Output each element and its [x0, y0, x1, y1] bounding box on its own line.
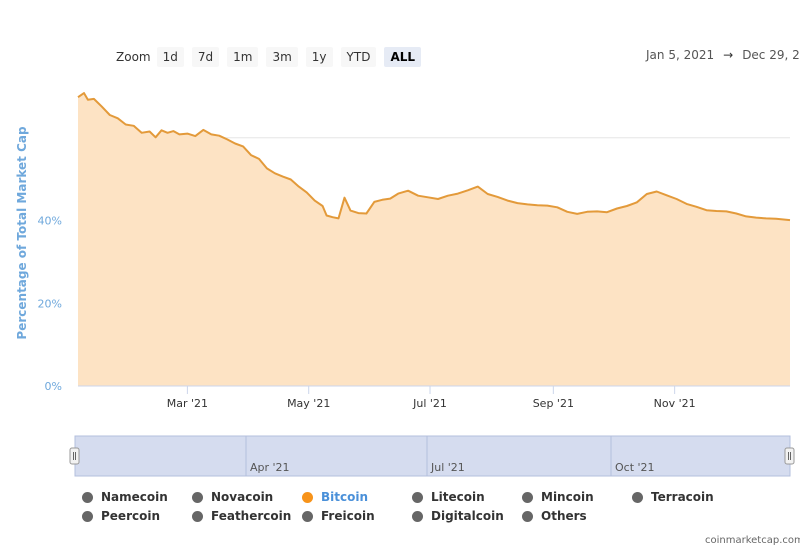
credit-link[interactable]: coinmarketcap.com	[705, 535, 800, 546]
legend-dot-icon	[192, 491, 203, 503]
zoom-label: Zoom	[116, 50, 151, 64]
legend-label: Freicoin	[321, 509, 375, 523]
navigator-tick-label: Apr '21	[250, 461, 290, 474]
x-tick-label: Jul '21	[412, 397, 447, 410]
legend-dot-icon	[302, 491, 313, 503]
legend-item-mincoin[interactable]: Mincoin	[522, 490, 594, 504]
series-line-bitcoin	[77, 92, 791, 222]
legend-label: Bitcoin	[321, 490, 369, 504]
date-range-arrow: →	[723, 48, 734, 62]
legend-label: Novacoin	[211, 490, 274, 504]
legend-item-feathercoin[interactable]: Feathercoin	[192, 509, 291, 523]
x-tick-label: Mar '21	[167, 397, 208, 410]
zoom-bar: Zoom 1d 7d 1m 3m 1y YTD ALL	[116, 46, 429, 68]
date-to-input[interactable]: Dec 29, 2	[742, 48, 800, 62]
navigator-left-handle[interactable]	[69, 447, 80, 465]
navigator[interactable]: Apr '21 Jul '21 Oct '21	[69, 435, 795, 477]
legend-label: Peercoin	[101, 509, 161, 523]
legend-dot-icon	[192, 510, 203, 522]
legend-label: Others	[541, 509, 587, 523]
legend-dot-icon	[302, 510, 313, 522]
legend-dot-icon	[412, 491, 423, 503]
area-fill	[78, 93, 790, 386]
legend-item-terracoin[interactable]: Terracoin	[632, 490, 714, 504]
legend-label: Namecoin	[101, 490, 168, 504]
legend-dot-icon	[632, 491, 643, 503]
navigator-right-handle[interactable]	[784, 447, 795, 465]
zoom-1m-button[interactable]: 1m	[227, 47, 259, 67]
y-tick-label: 0%	[45, 380, 62, 393]
zoom-all-button[interactable]: ALL	[384, 47, 422, 67]
legend-item-peercoin[interactable]: Peercoin	[82, 509, 160, 523]
date-from-input[interactable]: Jan 5, 2021	[646, 48, 715, 62]
zoom-3m-button[interactable]: 3m	[266, 47, 298, 67]
navigator-tick-label: Jul '21	[430, 461, 465, 474]
x-tick-labels: Mar '21 May '21 Jul '21 Sep '21 Nov '21	[167, 386, 696, 410]
legend-item-freicoin[interactable]: Freicoin	[302, 509, 375, 523]
x-tick-label: Sep '21	[533, 397, 574, 410]
legend-item-others[interactable]: Others	[522, 509, 587, 523]
legend-dot-icon	[82, 491, 93, 503]
navigator-tick-label: Oct '21	[615, 461, 655, 474]
y-axis-label: Percentage of Total Market Cap	[15, 126, 29, 340]
date-range: Jan 5, 2021 → Dec 29, 2	[646, 48, 800, 62]
legend-dot-icon	[82, 510, 93, 522]
legend-label: Feathercoin	[211, 509, 292, 523]
x-tick-label: May '21	[287, 397, 330, 410]
legend-item-litecoin[interactable]: Litecoin	[412, 490, 485, 504]
zoom-ytd-button[interactable]: YTD	[340, 47, 377, 67]
legend-label: Litecoin	[431, 490, 485, 504]
legend-label: Mincoin	[541, 490, 594, 504]
y-tick-label: 40%	[38, 215, 62, 228]
legend-dot-icon	[522, 510, 533, 522]
zoom-1d-button[interactable]: 1d	[156, 47, 184, 67]
legend-item-digitalcoin[interactable]: Digitalcoin	[412, 509, 504, 523]
legend-label: Terracoin	[651, 490, 714, 504]
y-tick-labels: 0% 20% 40%	[38, 215, 62, 394]
legend-label: Digitalcoin	[431, 509, 504, 523]
legend-item-namecoin[interactable]: Namecoin	[82, 490, 168, 504]
zoom-1y-button[interactable]: 1y	[305, 47, 333, 67]
y-tick-label: 20%	[38, 297, 62, 310]
legend-dot-icon	[522, 491, 533, 503]
x-tick-label: Nov '21	[654, 397, 696, 410]
navigator-ticks: Apr '21 Jul '21 Oct '21	[245, 436, 655, 476]
legend-dot-icon	[412, 510, 423, 522]
legend-item-novacoin[interactable]: Novacoin	[192, 490, 273, 504]
legend-item-bitcoin[interactable]: Bitcoin	[302, 490, 368, 504]
zoom-7d-button[interactable]: 7d	[191, 47, 220, 67]
navigator-area[interactable]	[74, 435, 791, 477]
